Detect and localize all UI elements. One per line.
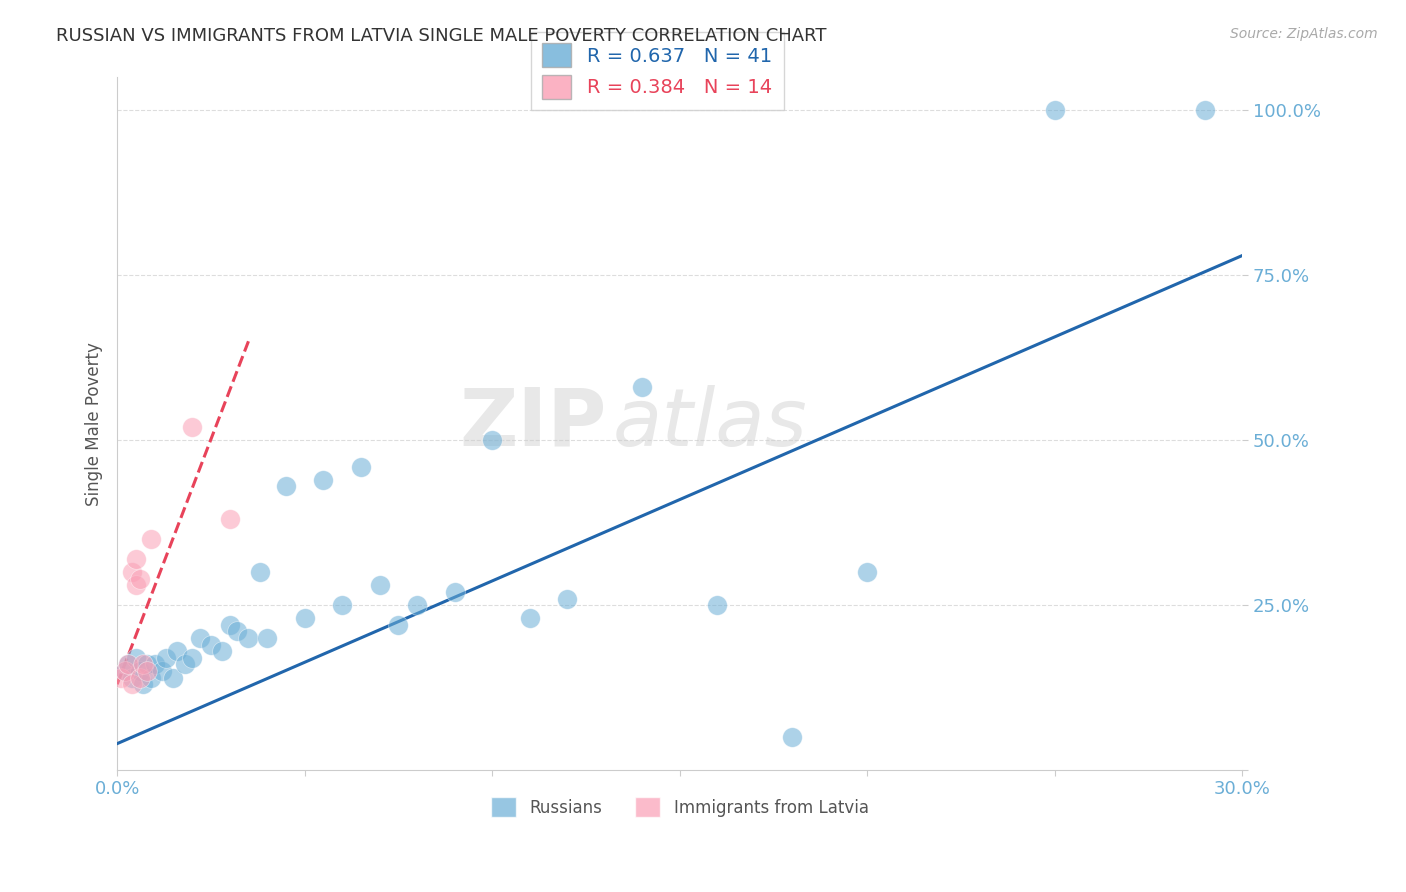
Point bbox=[162, 671, 184, 685]
Point bbox=[173, 657, 195, 672]
Point bbox=[181, 420, 204, 434]
Point bbox=[150, 664, 173, 678]
Point bbox=[132, 657, 155, 672]
Point bbox=[121, 565, 143, 579]
Point bbox=[780, 730, 803, 744]
Text: ZIP: ZIP bbox=[460, 384, 606, 463]
Legend: Russians, Immigrants from Latvia: Russians, Immigrants from Latvia bbox=[484, 790, 876, 824]
Point bbox=[519, 611, 541, 625]
Point bbox=[274, 479, 297, 493]
Point bbox=[188, 631, 211, 645]
Point bbox=[125, 552, 148, 566]
Point bbox=[856, 565, 879, 579]
Point bbox=[294, 611, 316, 625]
Point bbox=[155, 651, 177, 665]
Point bbox=[128, 671, 150, 685]
Point bbox=[350, 459, 373, 474]
Point bbox=[706, 598, 728, 612]
Point bbox=[249, 565, 271, 579]
Point bbox=[481, 434, 503, 448]
Point bbox=[218, 512, 240, 526]
Point bbox=[387, 618, 409, 632]
Y-axis label: Single Male Poverty: Single Male Poverty bbox=[86, 342, 103, 506]
Text: atlas: atlas bbox=[612, 384, 807, 463]
Point bbox=[114, 664, 136, 678]
Point bbox=[128, 664, 150, 678]
Point bbox=[114, 664, 136, 678]
Point bbox=[631, 380, 654, 394]
Point bbox=[256, 631, 278, 645]
Point bbox=[218, 618, 240, 632]
Point bbox=[117, 657, 139, 672]
Point bbox=[136, 664, 159, 678]
Point bbox=[121, 671, 143, 685]
Point bbox=[143, 657, 166, 672]
Point bbox=[128, 572, 150, 586]
Point bbox=[226, 624, 249, 639]
Point bbox=[200, 638, 222, 652]
Point bbox=[368, 578, 391, 592]
Point bbox=[1043, 103, 1066, 118]
Point bbox=[330, 598, 353, 612]
Point bbox=[121, 677, 143, 691]
Point bbox=[211, 644, 233, 658]
Point bbox=[443, 585, 465, 599]
Point bbox=[238, 631, 260, 645]
Point bbox=[132, 677, 155, 691]
Text: RUSSIAN VS IMMIGRANTS FROM LATVIA SINGLE MALE POVERTY CORRELATION CHART: RUSSIAN VS IMMIGRANTS FROM LATVIA SINGLE… bbox=[56, 27, 827, 45]
Point bbox=[406, 598, 429, 612]
Point bbox=[555, 591, 578, 606]
Point bbox=[139, 671, 162, 685]
Point bbox=[166, 644, 188, 658]
Point bbox=[136, 657, 159, 672]
Point bbox=[110, 671, 132, 685]
Point bbox=[1194, 103, 1216, 118]
Point bbox=[139, 532, 162, 546]
Text: Source: ZipAtlas.com: Source: ZipAtlas.com bbox=[1230, 27, 1378, 41]
Point bbox=[117, 657, 139, 672]
Point bbox=[125, 651, 148, 665]
Point bbox=[312, 473, 335, 487]
Point bbox=[125, 578, 148, 592]
Point bbox=[181, 651, 204, 665]
